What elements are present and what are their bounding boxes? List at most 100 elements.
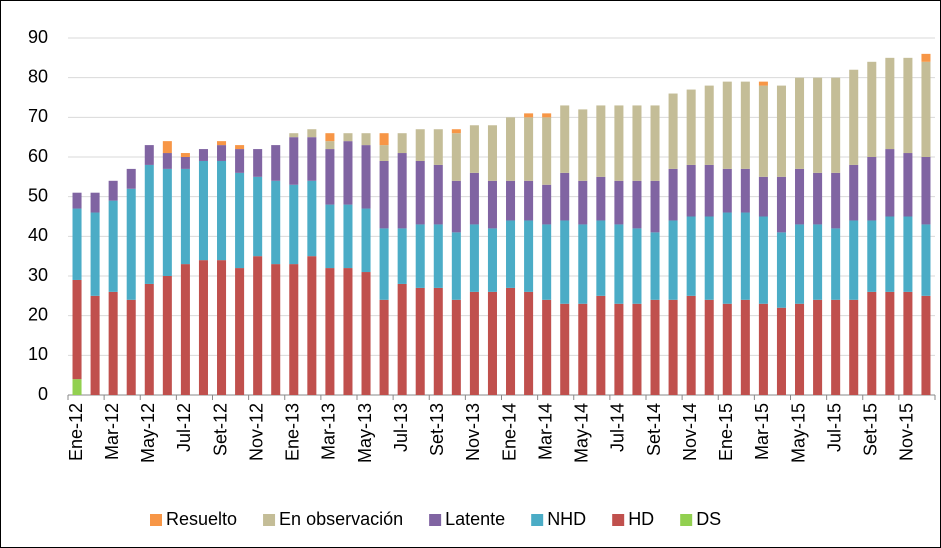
bar-segment [343,204,353,269]
bar-segment [72,379,82,395]
bar-segment [469,224,479,292]
bar-segment [722,168,732,213]
bar-segment [361,208,371,273]
x-tick-label: May-14 [572,403,592,463]
bar-segment [108,180,118,201]
x-tick-label: Jul-12 [174,403,194,452]
bar-segment [307,180,317,257]
bar-segment [813,77,823,173]
bar-segment [776,176,786,233]
bar-segment [325,149,335,205]
y-tick-label: 90 [28,27,48,47]
bar-segment [487,228,497,292]
bar-segment [506,287,516,395]
x-tick-label: Set-15 [861,403,881,456]
bar-segment [650,180,660,233]
bar-segment [180,157,190,169]
bar-segment [451,232,461,300]
bar-segment [72,192,82,209]
bar-segment [217,260,227,395]
bar-segment [578,180,588,225]
bar-segment [596,176,606,221]
bar-segment [668,93,678,169]
bar-segment [668,299,678,395]
legend-swatch [150,514,162,526]
bar-segment [72,208,82,280]
bar-segment [524,113,534,118]
bar-segment [451,133,461,181]
bar-segment [578,109,588,181]
x-tick-label: Mar-14 [535,403,555,460]
x-tick-label: Ene-12 [66,403,86,461]
bar-segment [72,279,82,380]
bar-segment [596,220,606,296]
bar-segment [903,153,913,217]
bar-segment [253,176,263,257]
y-tick-label: 60 [28,146,48,166]
bar-segment [379,228,389,300]
bar-segment [506,220,516,288]
bar-segment [451,180,461,233]
bar-segment [162,141,172,154]
bar-segment [921,157,931,225]
x-tick-label: Jul-15 [824,403,844,452]
x-tick-label: Mar-13 [319,403,339,460]
bar-segment [469,125,479,173]
bar-segment [433,287,443,395]
bar-segment [578,303,588,395]
bar-segment [126,168,136,189]
bar-segment [162,276,172,395]
bar-segment [740,168,750,213]
bar-segment [921,224,931,296]
bar-segment [361,145,371,209]
bar-segment [758,85,768,177]
bar-segment [632,303,642,395]
bar-segment [90,295,100,395]
bar-segment [217,160,227,261]
x-tick-label: Nov-13 [463,403,483,461]
bar-segment [921,61,931,157]
bar-segment [108,200,118,292]
bar-segment [307,129,317,138]
y-tick-label: 10 [28,344,48,364]
bar-segment [415,224,425,288]
bar-segment [90,192,100,213]
bar-segment [650,105,660,181]
x-tick-label: Set-14 [644,403,664,456]
bar-segment [415,160,425,225]
bar-segment [776,85,786,177]
legend-label: DS [696,509,721,529]
bar-segment [433,224,443,288]
x-tick-label: Jul-13 [391,403,411,452]
bar-segment [632,180,642,229]
bar-segment [415,287,425,395]
bar-segment [524,220,534,292]
bar-segment [831,299,841,395]
bar-segment [343,133,353,142]
bar-segment [650,299,660,395]
bar-segment [921,295,931,395]
bar-segment [668,220,678,300]
bar-segment [487,180,497,229]
bar-segment [740,212,750,300]
bar-segment [361,272,371,395]
y-tick-label: 30 [28,265,48,285]
x-tick-label: Ene-13 [283,403,303,461]
bar-segment [379,299,389,395]
bar-segment [144,283,154,395]
bar-segment [253,256,263,395]
bar-segment [758,176,768,217]
bar-segment [451,299,461,395]
bar-segment [180,168,190,265]
bar-segment [198,160,208,261]
bar-segment [162,153,172,169]
bar-segment [379,160,389,229]
bar-segment [831,77,841,173]
bar-segment [217,141,227,146]
bar-segment [903,291,913,395]
bar-segment [614,180,624,225]
bar-segment [704,299,714,395]
y-tick-label: 20 [28,304,48,324]
bar-segment [235,145,245,150]
